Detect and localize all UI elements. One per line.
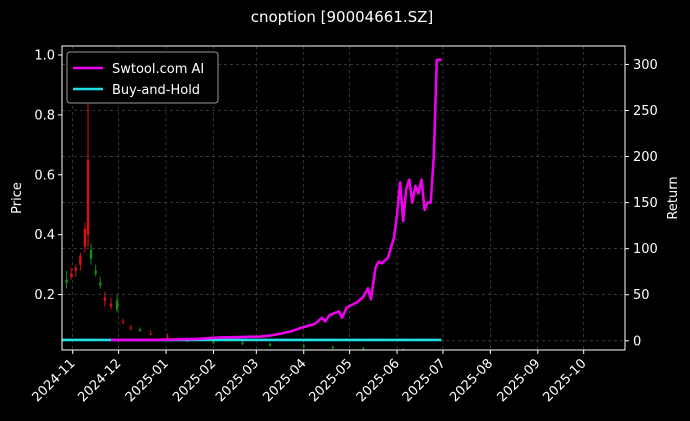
- candle-body: [138, 329, 142, 331]
- candle-body: [83, 228, 87, 247]
- candle-body: [99, 282, 102, 286]
- x-tick-label: 2024-11: [30, 356, 79, 405]
- candle-body: [149, 333, 152, 335]
- x-tick-label: 2025-06: [354, 356, 403, 405]
- y-left-tick-label: 0.6: [34, 168, 55, 183]
- y-left-tick-label: 0.8: [34, 108, 55, 123]
- x-tick-label: 2025-05: [306, 356, 355, 405]
- x-tick-label: 2025-01: [123, 356, 172, 405]
- y-right-tick-label: 50: [633, 288, 650, 303]
- plot-frame: [61, 45, 626, 351]
- legend-label-strategy: Swtool.com AI: [112, 62, 204, 77]
- candle-body: [86, 159, 90, 235]
- return-lines: [62, 58, 442, 342]
- candle-body: [103, 297, 107, 301]
- x-tick-label: 2025-07: [400, 356, 449, 405]
- candle-body: [69, 273, 73, 277]
- y-left-tick-label: 0.4: [34, 228, 55, 243]
- y-right-tick-label: 200: [633, 150, 658, 165]
- candle-body: [79, 255, 82, 265]
- y-axis-right-ticks: 0 50 100 150 200 250 300: [625, 58, 658, 349]
- candle-body: [65, 279, 68, 283]
- legend-box: [66, 51, 219, 104]
- candle-body: [166, 336, 169, 338]
- x-tick-label: 2025-10: [540, 356, 589, 405]
- x-tick-label: 2025-08: [447, 356, 496, 405]
- candle-body: [94, 270, 97, 274]
- candle-body: [115, 300, 119, 310]
- candle-body: [331, 347, 334, 349]
- candle-body: [362, 348, 365, 350]
- x-tick-label: 2025-09: [495, 356, 544, 405]
- y-axis-left-label: Price: [10, 182, 25, 214]
- x-axis-ticks: 2024-112024-122025-012025-022025-032025-…: [30, 350, 590, 405]
- candle-body: [109, 303, 113, 307]
- strategy-line: [111, 58, 442, 342]
- candle-body: [74, 267, 77, 271]
- candle-body: [268, 344, 272, 346]
- x-tick-label: 2025-02: [170, 356, 219, 405]
- y-right-tick-label: 100: [633, 242, 658, 257]
- y-right-tick-label: 250: [633, 104, 658, 119]
- x-tick-label: 2025-04: [261, 356, 310, 405]
- y-right-tick-label: 150: [633, 196, 658, 211]
- y-left-tick-label: 1.0: [34, 48, 55, 63]
- legend: Swtool.com AI Buy-and-Hold: [66, 51, 219, 104]
- y-left-tick-label: 0.2: [34, 288, 55, 303]
- candle-body: [129, 327, 133, 329]
- candle-body: [121, 321, 125, 323]
- x-tick-label: 2025-03: [213, 356, 262, 405]
- x-tick-label: 2024-12: [75, 356, 124, 405]
- candle-body: [241, 342, 244, 345]
- candle-body: [302, 345, 305, 348]
- candle-body: [212, 341, 215, 343]
- chart-title: cnoption [90004661.SZ]: [251, 8, 434, 26]
- y-axis-right-label: Return: [666, 176, 681, 219]
- y-axis-left-ticks: 0.2 0.4 0.6 0.8 1.0: [34, 48, 62, 303]
- y-right-tick-label: 0: [633, 334, 641, 349]
- legend-label-buy-and-hold: Buy-and-Hold: [112, 83, 200, 98]
- candle-body: [89, 249, 93, 259]
- y-right-tick-label: 300: [633, 58, 658, 73]
